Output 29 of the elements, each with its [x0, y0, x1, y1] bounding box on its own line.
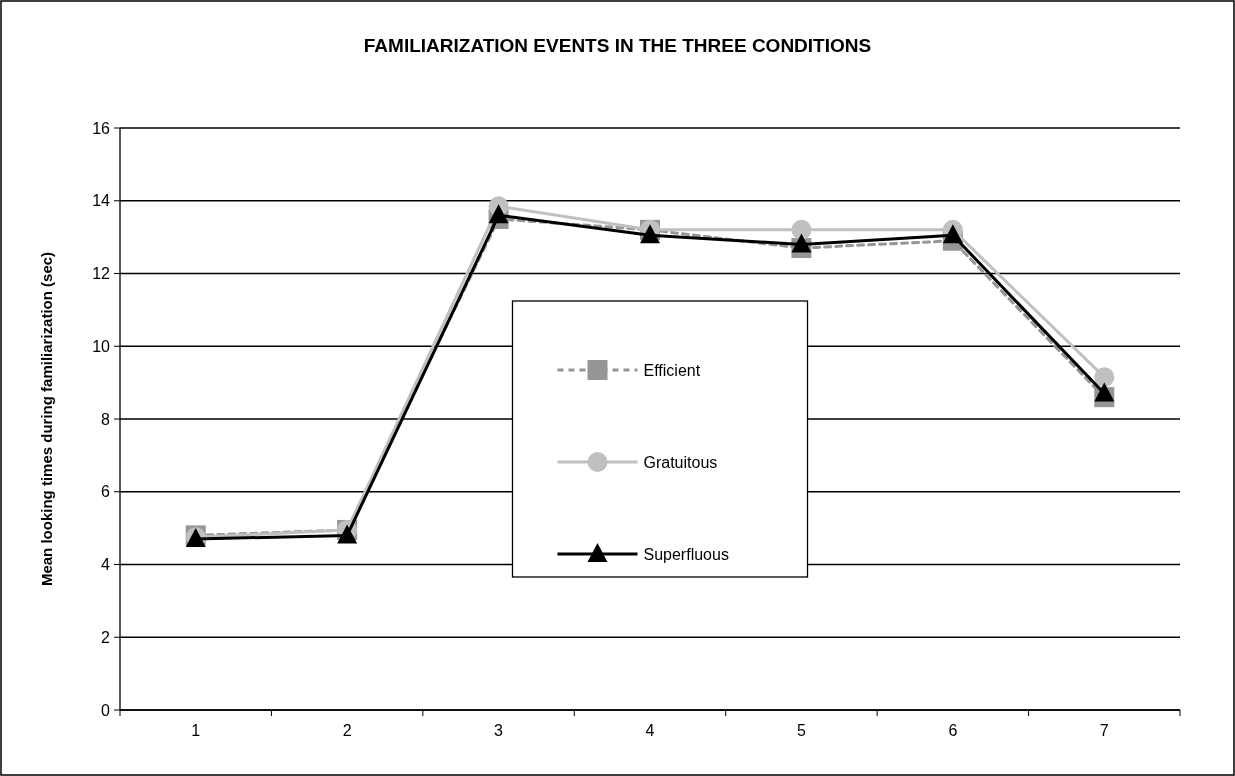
- point: [942, 224, 963, 244]
- x-tick-label: 4: [645, 722, 655, 739]
- legend-label: Superfluous: [643, 545, 729, 563]
- y-axis-title: Mean looking times during familiarization (sec): [38, 251, 55, 587]
- point: [337, 524, 358, 544]
- point: [791, 233, 812, 253]
- x-tick-label: 2: [342, 722, 352, 739]
- point: [640, 224, 660, 244]
- y-tick-label: 16: [92, 119, 111, 137]
- x-tick-label: 5: [796, 722, 806, 739]
- y-tick-label: 12: [92, 265, 111, 283]
- point: [1094, 382, 1115, 402]
- legend-label: Gratuitous: [643, 453, 718, 471]
- y-tick-label: 6: [101, 483, 111, 501]
- x-tick-label: 6: [948, 722, 958, 739]
- y-tick-label: 4: [101, 556, 111, 574]
- point: [488, 204, 509, 224]
- y-tick-label: 0: [101, 701, 111, 719]
- y-tick-label: 10: [92, 337, 111, 355]
- legend-label: Efficient: [643, 361, 701, 379]
- y-tick-label: 2: [101, 628, 111, 646]
- point: [791, 219, 812, 240]
- chart-title: FAMILIARIZATION EVENTS IN THE THREE CONDITIONS: [363, 35, 872, 56]
- point: [1094, 367, 1115, 388]
- x-tick-label: 3: [494, 722, 504, 739]
- y-tick-label: 8: [101, 410, 111, 428]
- x-tick-label: 7: [1099, 722, 1109, 739]
- y-tick-label: 14: [92, 192, 111, 210]
- x-tick-label: 1: [191, 722, 201, 739]
